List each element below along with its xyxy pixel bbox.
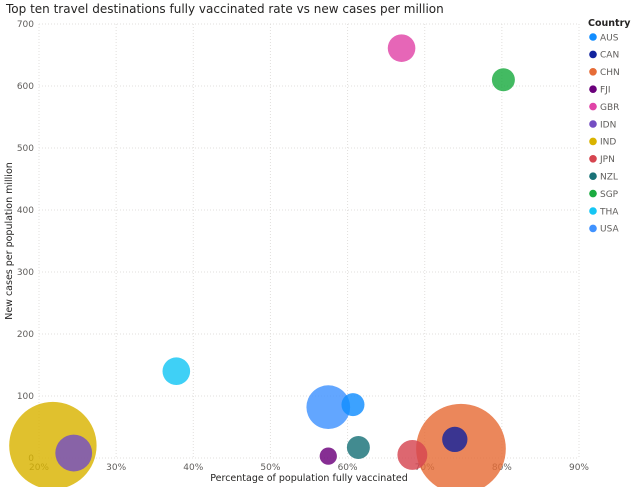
point-fji[interactable] bbox=[319, 447, 337, 465]
legend-label-usa[interactable]: USA bbox=[600, 225, 619, 235]
y-axis-ticks: 0100200300400500600700 bbox=[17, 20, 34, 464]
point-tha[interactable] bbox=[162, 357, 191, 386]
legend-marker-tha bbox=[589, 207, 597, 215]
legend-title: Country bbox=[588, 18, 631, 29]
legend-marker-fji bbox=[589, 85, 597, 93]
point-aus[interactable] bbox=[341, 393, 365, 417]
point-gbr[interactable] bbox=[387, 34, 416, 62]
point-can[interactable] bbox=[442, 426, 468, 453]
x-tick-label: 90% bbox=[569, 463, 589, 473]
point-jpn[interactable] bbox=[397, 439, 428, 470]
legend-label-jpn[interactable]: JPN bbox=[599, 155, 615, 165]
point-nzl[interactable] bbox=[346, 435, 370, 459]
legend-label-chn[interactable]: CHN bbox=[600, 68, 620, 78]
legend-marker-idn bbox=[589, 120, 597, 128]
legend-label-aus[interactable]: AUS bbox=[600, 33, 619, 43]
legend-label-gbr[interactable]: GBR bbox=[600, 103, 619, 113]
legend-marker-ind bbox=[589, 137, 597, 146]
x-tick-label: 60% bbox=[338, 463, 358, 473]
legend-marker-sgp bbox=[589, 189, 597, 198]
point-sgp[interactable] bbox=[491, 68, 515, 92]
x-tick-label: 80% bbox=[492, 463, 512, 473]
x-tick-label: 40% bbox=[183, 463, 203, 473]
data-points bbox=[9, 34, 515, 487]
legend-label-can[interactable]: CAN bbox=[600, 51, 619, 61]
legend-label-fji[interactable]: FJI bbox=[600, 86, 611, 96]
legend-marker-nzl bbox=[589, 172, 597, 180]
legend-marker-can bbox=[589, 50, 597, 59]
y-tick-label: 700 bbox=[17, 20, 34, 30]
legend-marker-gbr bbox=[589, 102, 597, 111]
legend-marker-jpn bbox=[589, 155, 597, 163]
legend-label-sgp[interactable]: SGP bbox=[600, 190, 619, 200]
legend-label-idn[interactable]: IDN bbox=[600, 120, 616, 130]
legend-marker-chn bbox=[589, 68, 597, 76]
x-tick-label: 50% bbox=[260, 463, 280, 473]
legend-label-nzl[interactable]: NZL bbox=[600, 173, 618, 183]
y-tick-label: 600 bbox=[17, 82, 34, 92]
legend-label-ind[interactable]: IND bbox=[600, 138, 616, 148]
y-tick-label: 300 bbox=[17, 268, 34, 278]
x-axis-title: Percentage of population fully vaccinate… bbox=[210, 473, 407, 484]
y-axis-title: New cases per population million bbox=[4, 162, 15, 320]
point-usa[interactable] bbox=[306, 385, 351, 430]
gridlines bbox=[38, 23, 580, 459]
legend-label-tha[interactable]: THA bbox=[599, 207, 619, 217]
y-tick-label: 400 bbox=[17, 206, 34, 216]
y-tick-label: 200 bbox=[17, 330, 34, 340]
chart-title: Top ten travel destinations fully vaccin… bbox=[6, 2, 444, 16]
x-axis-ticks: 20%30%40%50%60%70%80%90% bbox=[29, 463, 589, 473]
legend-marker-usa bbox=[589, 224, 597, 233]
legend-marker-aus bbox=[589, 33, 597, 41]
point-idn[interactable] bbox=[55, 434, 93, 472]
x-tick-label: 30% bbox=[106, 463, 126, 473]
y-tick-label: 500 bbox=[17, 144, 34, 154]
y-tick-label: 100 bbox=[17, 392, 34, 402]
legend: Country AUS CAN CHN FJI GBR IDN IND JPN NZL SGP TH… bbox=[588, 18, 631, 235]
